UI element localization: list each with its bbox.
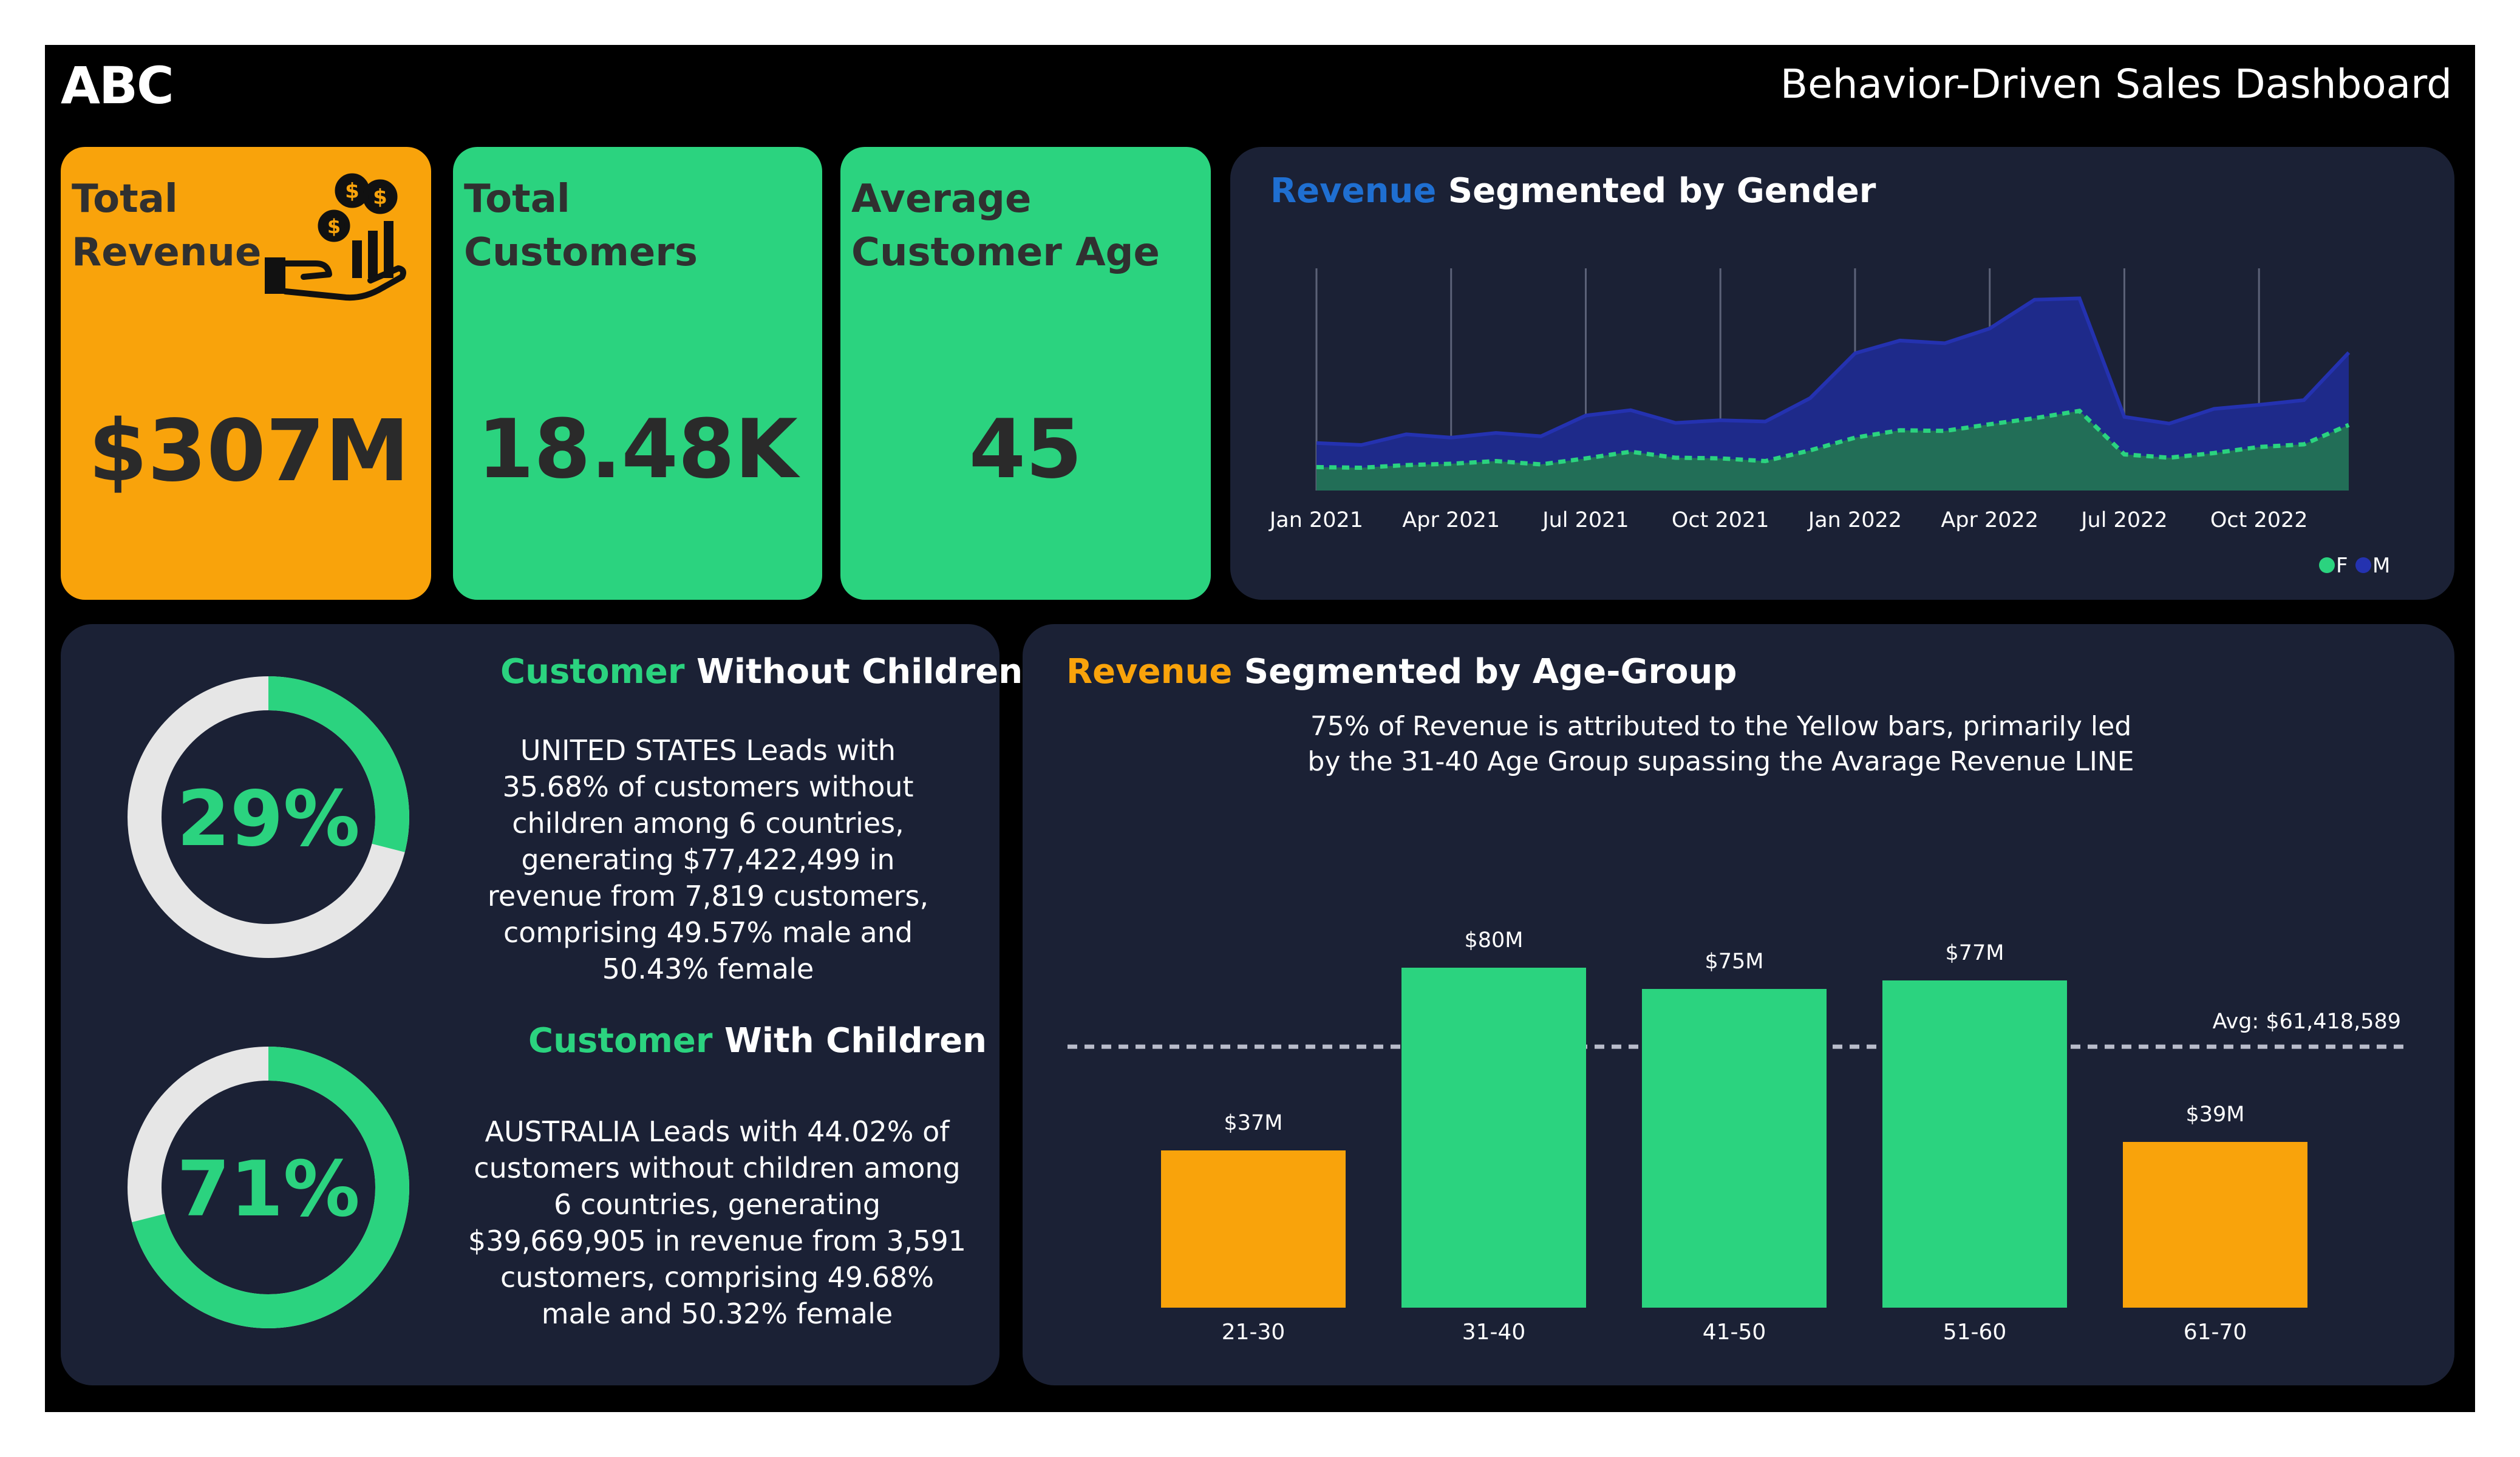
legend-label: F — [2336, 554, 2348, 578]
kpi-label-line2: Customers — [464, 230, 698, 275]
bar-value-label: $39M — [2185, 1102, 2244, 1127]
series-m-line — [1316, 296, 2351, 447]
kpi-label: Total Revenue — [72, 172, 412, 279]
donut-segment — [128, 676, 409, 958]
kpi-label-line1: Average — [851, 177, 1032, 222]
gender-revenue-panel: Jan 2021 Apr 2021 Jul 2021 Oct 2021 Jan 2022… — [1230, 147, 2454, 600]
legend-marker — [2355, 557, 2371, 573]
kpi-label-line1: Total — [464, 177, 570, 222]
title-accent: Revenue — [1066, 652, 1233, 691]
age-chart-title: Revenue Segmented by Age-Group — [1066, 652, 1737, 691]
x-category-label: 61-70 — [2184, 1320, 2247, 1345]
donut-segment — [128, 1047, 409, 1328]
money-hand-chart-icon: $ $ $ — [265, 173, 406, 301]
subtitle-line1: 75% of Revenue is attributed to the Yell… — [1310, 711, 2132, 742]
x-tick-label: Jul 2022 — [2080, 508, 2167, 532]
bar-21-30 — [1161, 1150, 1346, 1308]
series-f-line — [1316, 409, 2350, 470]
average-label: Avg: $61,418,589 — [2213, 1010, 2401, 1034]
children-panel: 29% Customer Without Children UNITED STA… — [61, 624, 1023, 1385]
bar-41-50 — [1642, 989, 1827, 1308]
x-tick-label: Jan 2021 — [1269, 508, 1363, 532]
age-bar-chart: Avg: $61,418,589 $37M 21-30 $80M 31-40 $75M 41… — [1068, 928, 2409, 1345]
gender-chart-title: Revenue Segmented by Gender — [1270, 171, 1876, 211]
kpi-label: Total Customers — [464, 172, 804, 279]
kpi-card-total-revenue: Total Revenue $ $ $ $307M — [61, 147, 431, 600]
kpi-label-line1: Total — [72, 177, 178, 222]
kpi-card-average-age: Average Customer Age 45 — [840, 147, 1211, 600]
svg-text:$: $ — [327, 215, 341, 238]
kpi-label-line2: Customer Age — [851, 230, 1160, 275]
kpi-value-average-age: 45 — [969, 402, 1083, 497]
subtitle-line2: by the 31-40 Age Group supassing the Ava… — [1307, 746, 2134, 777]
title-accent: Customer — [528, 1021, 713, 1061]
bar-31-40 — [1401, 968, 1586, 1308]
with-children-title: Customer With Children — [528, 1021, 987, 1061]
x-tick-label: Apr 2021 — [1402, 508, 1500, 532]
bar-51-60 — [1882, 980, 2067, 1308]
without-children-title: Customer Without Children — [500, 652, 1023, 691]
donut-with-children: 71% — [128, 1047, 409, 1328]
without-children-description: UNITED STATES Leads with 35.68% of custo… — [487, 734, 929, 985]
gender-area-chart: Jan 2021 Apr 2021 Jul 2021 Oct 2021 Jan 2022… — [1269, 268, 2390, 578]
x-tick-label: Oct 2021 — [1672, 508, 1769, 532]
x-tick-label: Jan 2022 — [1807, 508, 1902, 532]
kpi-label: Average Customer Age — [851, 172, 1191, 279]
age-chart-subtitle: 75% of Revenue is attributed to the Yell… — [1144, 709, 2298, 779]
kpi-value-total-customers: 18.48K — [477, 402, 798, 497]
x-category-label: 21-30 — [1222, 1320, 1286, 1345]
kpi-value-total-revenue: $307M — [88, 402, 410, 501]
bar-value-label: $77M — [1945, 941, 2004, 965]
bar-value-label: $37M — [1224, 1111, 1282, 1135]
x-tick-label: Apr 2022 — [1941, 508, 2038, 532]
bar-61-70 — [2123, 1142, 2307, 1308]
title-rest: Segmented by Age-Group — [1232, 652, 1737, 691]
bar-value-label: $80M — [1464, 928, 1523, 953]
x-category-label: 31-40 — [1462, 1320, 1526, 1345]
donut-without-children: 29% — [128, 676, 409, 958]
title-rest: Segmented by Gender — [1436, 171, 1876, 211]
donut-percent-label: 29% — [177, 774, 360, 863]
with-children-description: AUSTRALIA Leads with 44.02% of customers… — [468, 1115, 967, 1330]
legend-marker — [2319, 557, 2335, 573]
age-group-panel: Revenue Segmented by Age-Group 75% of Re… — [1023, 624, 2454, 1385]
title-accent: Customer — [500, 652, 685, 691]
x-category-label: 51-60 — [1943, 1320, 2007, 1345]
bar-value-label: $75M — [1704, 949, 1763, 974]
title-rest: Without Children — [684, 652, 1023, 691]
legend-label: M — [2372, 554, 2390, 578]
series-f-area — [1316, 410, 2349, 491]
title-accent: Revenue — [1270, 171, 1437, 211]
x-tick-label: Jul 2021 — [1541, 508, 1629, 532]
dashboard-title: Behavior-Driven Sales Dashboard — [1780, 61, 2452, 107]
donut-percent-label: 71% — [177, 1144, 360, 1234]
kpi-card-total-customers: Total Customers 18.48K — [453, 147, 822, 600]
svg-text:$: $ — [345, 179, 359, 203]
logo: ABC — [61, 56, 174, 115]
title-rest: With Children — [712, 1021, 987, 1061]
x-tick-label: Oct 2022 — [2210, 508, 2308, 532]
svg-text:$: $ — [373, 185, 387, 209]
kpi-label-line2: Revenue — [72, 230, 262, 275]
x-category-label: 41-50 — [1703, 1320, 1766, 1345]
